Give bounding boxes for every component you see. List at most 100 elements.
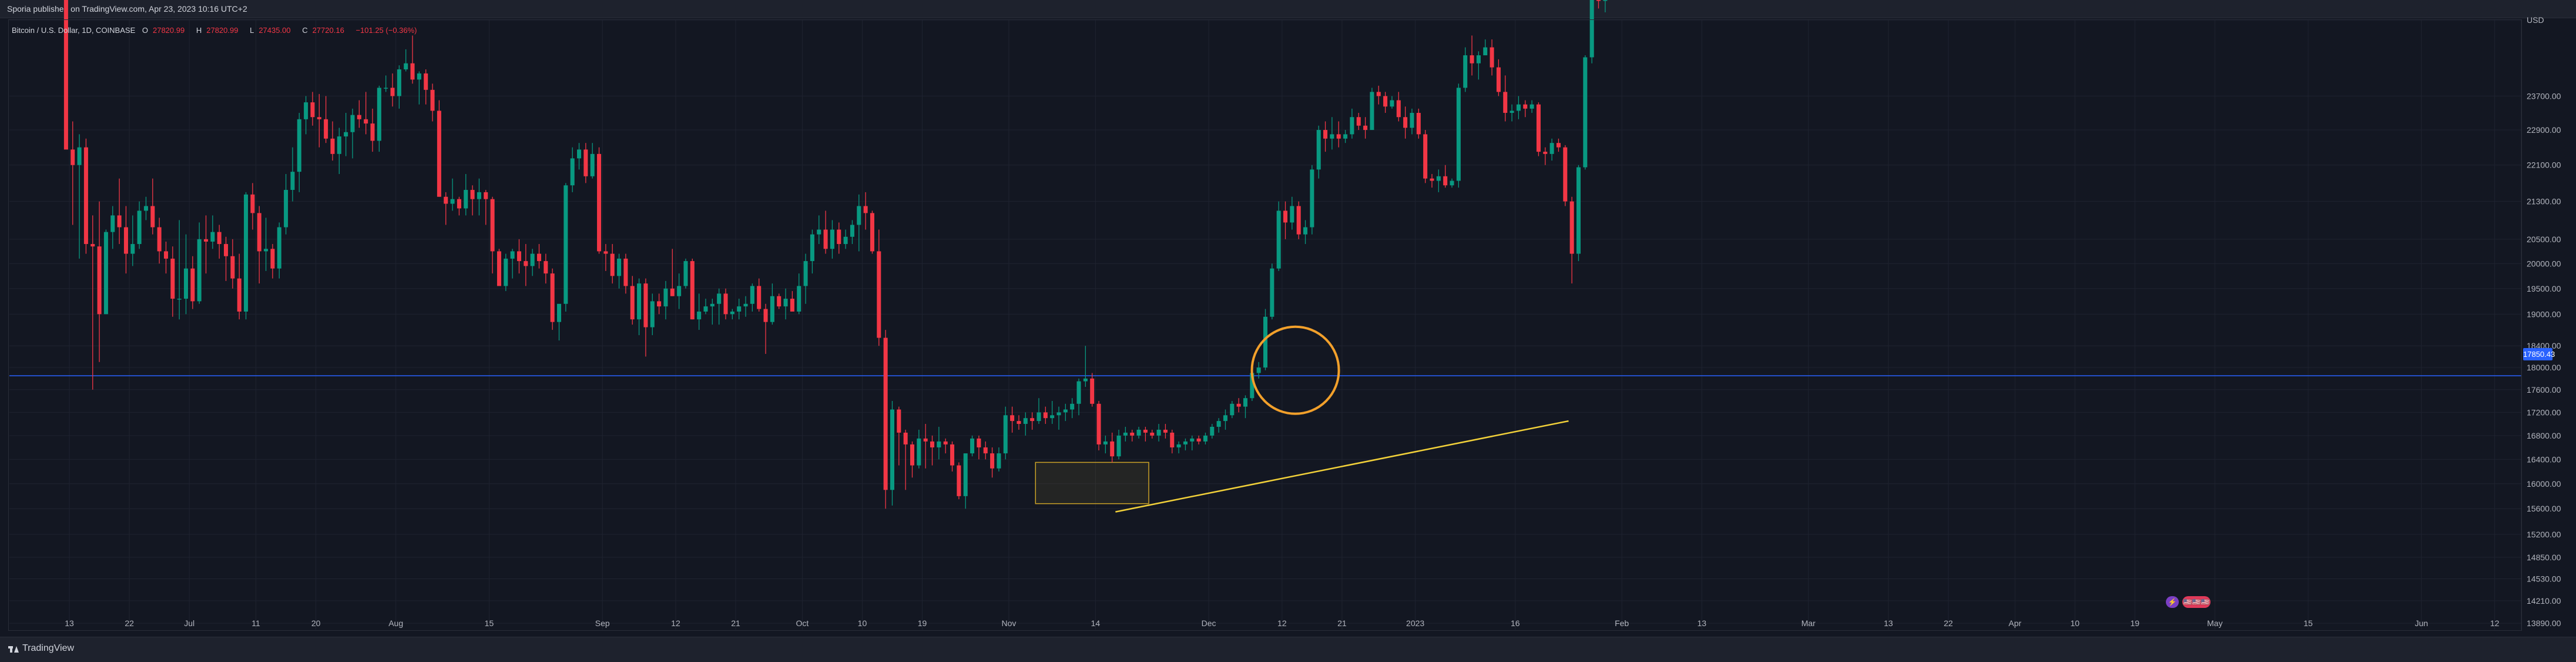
y-tick-label: 13890.00: [2527, 618, 2561, 628]
candle-body: [1030, 418, 1035, 422]
candle-body: [470, 190, 475, 199]
candle-body: [330, 138, 335, 154]
candle-body: [1076, 381, 1081, 404]
candle-body: [224, 244, 229, 256]
candle-body: [1123, 432, 1128, 436]
flash-icon[interactable]: ⚡: [2166, 596, 2179, 608]
x-tick-label: May: [2207, 618, 2222, 628]
y-tick-label: 20500.00: [2527, 235, 2561, 244]
candle-body: [1043, 412, 1048, 419]
candle-body: [1243, 398, 1247, 407]
y-tick-label: 17200.00: [2527, 407, 2561, 417]
candle-body: [1503, 92, 1508, 113]
candle-body: [370, 123, 375, 141]
x-tick-label: Apr: [2008, 618, 2021, 628]
candle-body: [703, 306, 708, 312]
y-tick-label: 14530.00: [2527, 574, 2561, 583]
candle-body: [1490, 47, 1494, 68]
x-tick-label: 10: [858, 618, 867, 628]
candle-body: [1170, 432, 1175, 447]
candle-body: [1303, 227, 1308, 235]
candle-body: [610, 253, 615, 276]
candle-body: [444, 196, 448, 204]
candle-body: [1463, 55, 1468, 88]
candle-body: [1363, 125, 1368, 131]
candle-body: [544, 261, 548, 274]
symbol-title[interactable]: Bitcoin / U.S. Dollar, 1D, COINBASE: [12, 26, 136, 35]
candle-body: [1456, 88, 1461, 181]
candle-body: [1283, 210, 1288, 223]
tradingview-brand[interactable]: TradingView: [8, 643, 74, 654]
candle-body: [957, 465, 961, 496]
candle-body: [377, 88, 381, 141]
candle-body: [617, 258, 622, 276]
candle-body: [1496, 67, 1501, 92]
high-label: H: [196, 26, 202, 35]
x-tick-label: Mar: [1802, 618, 1816, 628]
candle-body: [304, 102, 308, 119]
candle-body: [1037, 412, 1041, 422]
candle-body: [424, 73, 428, 90]
candle-body: [1430, 178, 1434, 181]
economic-events-badge[interactable]: 🇺🇸🇺🇸🇺🇸: [2182, 596, 2211, 608]
trend-line: [1115, 420, 1569, 513]
candle-body: [197, 239, 202, 302]
y-tick-label: USD: [2527, 15, 2544, 25]
circle-annotation: [1250, 325, 1340, 415]
candle-body: [1210, 426, 1215, 436]
candle-body: [910, 444, 915, 466]
candle-body: [663, 288, 668, 307]
candle-body: [1543, 152, 1548, 154]
y-tick-label: 22900.00: [2527, 125, 2561, 135]
x-tick-label: 22: [125, 618, 134, 628]
candle-body: [1516, 104, 1521, 111]
candle-body: [1163, 429, 1168, 433]
candle-body: [1176, 444, 1181, 447]
candle-body: [404, 63, 408, 70]
candle-body: [803, 261, 808, 286]
candle-body: [1070, 403, 1075, 410]
candle-body: [1190, 438, 1195, 442]
candle-body: [123, 227, 128, 254]
candle-body: [83, 147, 88, 245]
candle-body: [97, 246, 102, 315]
candle-body: [1563, 147, 1568, 202]
y-tick-label: 14210.00: [2527, 596, 2561, 606]
candle-body: [1343, 134, 1348, 139]
y-tick-label: 22100.00: [2527, 161, 2561, 170]
candle-body: [450, 199, 455, 204]
candle-body: [597, 153, 602, 252]
candle-body: [244, 194, 249, 312]
candle-body: [297, 119, 301, 172]
candle-body: [163, 251, 168, 259]
candle-body: [170, 258, 175, 299]
candle-body: [1096, 403, 1101, 444]
x-tick-label: Aug: [388, 618, 403, 628]
candle-body: [1470, 55, 1474, 63]
candle-body: [970, 438, 975, 454]
x-tick-label: 21: [731, 618, 740, 628]
candle-body: [1530, 104, 1534, 109]
candle-body: [204, 239, 209, 242]
candle-body: [516, 251, 521, 262]
candle-body: [763, 309, 768, 322]
candle-body: [1396, 100, 1401, 118]
low-label: L: [250, 26, 254, 35]
candle-body: [1276, 210, 1281, 269]
candle-body: [990, 453, 995, 469]
x-tick-label: 21: [1337, 618, 1347, 628]
candle-body: [643, 283, 648, 327]
candle-body: [1410, 112, 1414, 128]
candle-body: [1196, 438, 1201, 442]
y-tick-label: 19500.00: [2527, 284, 2561, 293]
candle-body: [883, 337, 888, 490]
candle-body: [257, 213, 261, 252]
y-tick-label: 15600.00: [2527, 504, 2561, 513]
candle-body: [177, 299, 182, 300]
x-tick-label: 20: [311, 618, 321, 628]
candle-body: [623, 258, 628, 286]
x-tick-label: 14: [1091, 618, 1101, 628]
x-tick-label: 13: [65, 618, 74, 628]
open-value: 27820.99: [152, 26, 185, 35]
